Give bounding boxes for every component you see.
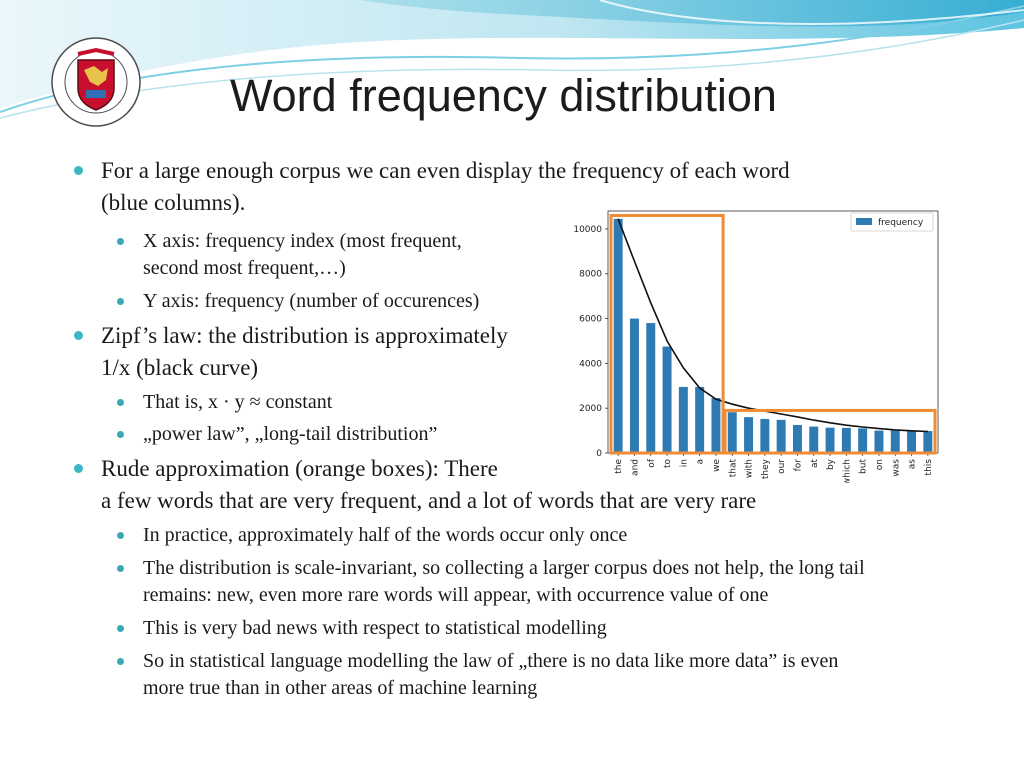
x-tick-label: in xyxy=(679,459,689,467)
x-tick-label: they xyxy=(761,458,771,479)
x-tick-label: on xyxy=(875,459,885,470)
bar-but xyxy=(858,428,868,453)
bar-we xyxy=(711,398,721,453)
subbullet-scale-invariant: The distribution is scale-invariant, so … xyxy=(117,555,1003,609)
orange-box-rare xyxy=(723,408,937,455)
bar-of xyxy=(646,323,656,453)
y-tick-label: 0 xyxy=(596,449,602,459)
x-axis: the and of to in a we that with they our for at by whi… xyxy=(614,453,934,483)
bullet-rude-approximation: Rude approximation (orange boxes): There… xyxy=(74,453,981,517)
bar-a xyxy=(695,386,705,453)
chart-legend: frequency xyxy=(850,212,934,232)
bar-for xyxy=(792,424,802,453)
bar-the xyxy=(613,218,623,453)
x-tick-label: but xyxy=(859,459,869,474)
y-tick-label: 8000 xyxy=(579,270,602,280)
bullet-dot-icon xyxy=(117,565,124,572)
bullet-frequency-display: For a large enough corpus we can even di… xyxy=(74,155,981,219)
x-tick-label: which xyxy=(842,459,852,483)
x-tick-label: we xyxy=(712,459,722,472)
x-tick-label: as xyxy=(908,459,918,470)
x-tick-label: the xyxy=(614,459,624,474)
subbullet-half-once: In practice, approximately half of the w… xyxy=(117,522,993,549)
subbullet-x-axis: X axis: frequency index (most frequent, … xyxy=(117,228,543,282)
x-tick-label: to xyxy=(663,459,673,469)
bullet-dot-icon xyxy=(117,238,124,245)
subbullet-power-law: „power law”, „long-tail distribution” xyxy=(117,421,543,448)
y-tick-label: 4000 xyxy=(579,359,602,369)
bar-this xyxy=(923,431,933,453)
bar-with xyxy=(744,417,754,453)
bar-as xyxy=(907,431,917,453)
bar-that xyxy=(727,412,737,453)
subbullet-constant: That is, x · y ≈ constant xyxy=(117,389,543,416)
x-tick-label: for xyxy=(793,459,803,472)
bullet-dot-icon xyxy=(74,464,83,473)
bar-to xyxy=(662,346,672,453)
x-tick-label: with xyxy=(745,459,755,478)
legend-swatch xyxy=(856,218,872,225)
x-tick-label: at xyxy=(810,459,820,469)
zipf-curve-group xyxy=(617,218,928,433)
bar-on xyxy=(874,430,884,453)
bullet-dot-icon xyxy=(117,658,124,665)
x-tick-label: our xyxy=(777,459,787,474)
subbullet-y-axis: Y axis: frequency (number of occurences) xyxy=(117,288,563,315)
bar-at xyxy=(809,426,819,453)
legend-label: frequency xyxy=(878,218,924,228)
x-tick-label: of xyxy=(647,458,657,468)
bar-was xyxy=(890,430,900,453)
bar-and xyxy=(629,318,639,453)
x-tick-label: was xyxy=(891,459,901,477)
bar-by xyxy=(825,427,835,453)
bar-which xyxy=(841,427,851,453)
x-tick-label: that xyxy=(728,459,738,478)
x-tick-label: by xyxy=(826,458,836,470)
bar-in xyxy=(678,386,688,453)
y-tick-label: 2000 xyxy=(579,404,602,414)
x-tick-label: and xyxy=(630,459,640,476)
zipf-curve xyxy=(617,218,928,433)
x-tick-label: a xyxy=(696,459,706,465)
bullet-dot-icon xyxy=(74,166,83,175)
slide-title: Word frequency distribution xyxy=(230,70,777,121)
bullet-dot-icon xyxy=(117,399,124,406)
bullet-dot-icon xyxy=(117,298,124,305)
bullet-dot-icon xyxy=(117,431,124,438)
bullet-dot-icon xyxy=(74,331,83,340)
bar-they xyxy=(760,418,770,453)
bullet-zipf-law: Zipf’s law: the distribution is approxim… xyxy=(74,320,571,384)
bullet-dot-icon xyxy=(117,625,124,632)
bullet-dot-icon xyxy=(117,532,124,539)
y-axis: 0 2000 4000 6000 8000 10000 xyxy=(573,225,608,459)
x-tick-label: this xyxy=(924,459,934,476)
orange-box-frequent xyxy=(609,213,725,455)
subbullet-more-data: So in statistical language modelling the… xyxy=(117,648,1003,702)
y-tick-label: 10000 xyxy=(573,225,602,235)
subbullet-bad-news: This is very bad news with respect to st… xyxy=(117,615,993,642)
bar-our xyxy=(776,419,786,453)
bars-group xyxy=(613,218,933,453)
university-seal-icon xyxy=(51,37,141,127)
orange-boxes-group xyxy=(609,213,937,455)
y-tick-label: 6000 xyxy=(579,315,602,325)
